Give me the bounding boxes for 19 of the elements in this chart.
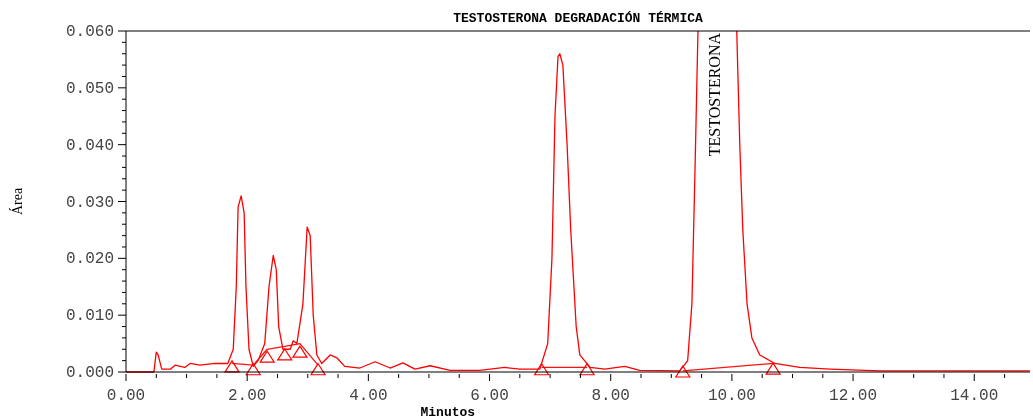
y-tick-label: 0.020 (65, 250, 114, 269)
x-tick-label: 2.00 (227, 387, 267, 405)
x-tick-label: 10.00 (707, 387, 756, 405)
x-tick-label: 4.00 (349, 387, 388, 405)
y-tick-label: 0.040 (65, 136, 114, 155)
x-tick-label: 14.00 (950, 387, 999, 405)
x-tick-label: 6.00 (470, 387, 509, 405)
chart-title: TESTOSTERONA DEGRADACIÓN TÉRMICA (453, 11, 704, 26)
y-tick-label: 0.030 (65, 193, 114, 212)
annotation: TESTOSTERONA (706, 32, 723, 157)
x-tick-label: 12.00 (829, 387, 878, 405)
y-tick-label: 0.050 (65, 79, 114, 98)
x-tick-label: 0.00 (106, 387, 146, 405)
y-tick-label: 0.060 (65, 23, 114, 41)
y-tick-label: 0.010 (65, 307, 114, 326)
y-axis-title: Área (9, 187, 25, 216)
y-tick-label: 0.000 (65, 364, 114, 382)
x-tick-label: 8.00 (591, 387, 630, 405)
x-axis-title: Minutos (420, 405, 476, 418)
